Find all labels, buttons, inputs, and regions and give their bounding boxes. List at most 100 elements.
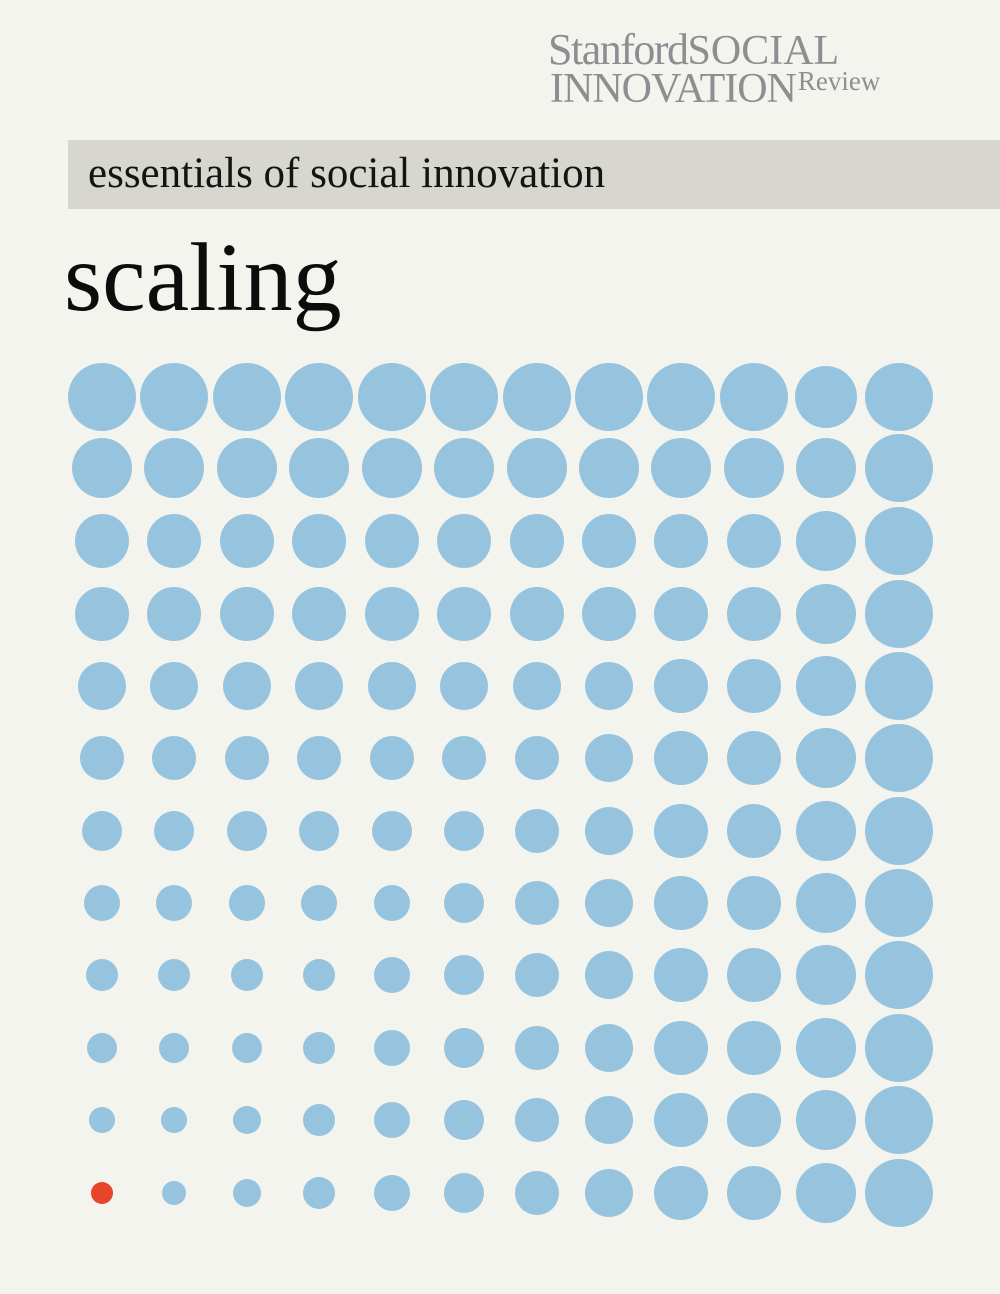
grid-dot [144,438,204,498]
grid-dot [162,1181,186,1205]
grid-dot [303,1177,335,1209]
grid-dot [796,945,856,1005]
grid-dot [585,879,633,927]
grid-dot [227,811,267,851]
grid-dot [654,804,708,858]
grid-dot [89,1107,115,1133]
grid-dot [437,514,491,568]
grid-dot [585,1096,633,1144]
grid-dot [75,587,129,641]
grid-dot [654,587,708,641]
grid-dot [368,662,416,710]
grid-dot [582,587,636,641]
grid-dot [442,736,486,780]
grid-dot [865,434,933,502]
grid-dot [220,587,274,641]
grid-dot [158,959,190,991]
grid-dot [362,438,422,498]
grid-dot [582,514,636,568]
grid-dot [220,514,274,568]
grid-dot [796,584,856,644]
grid-dot [727,1021,781,1075]
grid-dot [444,883,484,923]
grid-dot [82,811,122,851]
grid-dot [231,959,263,991]
logo-social: SOCIAL [687,28,840,74]
series-title: essentials of social innovation [88,150,606,197]
grid-dot [365,587,419,641]
highlight-dot [91,1182,113,1204]
grid-dot [444,1100,484,1140]
grid-dot [150,662,198,710]
grid-dot [654,731,708,785]
grid-dot [430,363,498,431]
grid-dot [374,885,410,921]
grid-dot [440,662,488,710]
grid-dot [154,811,194,851]
grid-dot [147,514,201,568]
grid-dot [223,662,271,710]
grid-dot [865,363,933,431]
grid-dot [727,948,781,1002]
grid-dot [585,662,633,710]
grid-dot [437,587,491,641]
grid-dot [289,438,349,498]
grid-dot [585,807,633,855]
grid-dot [865,724,933,792]
grid-dot [365,514,419,568]
grid-dot [78,662,126,710]
grid-dot [585,1169,633,1217]
publication-logo: StanfordSOCIAL INNOVATIONReview [548,28,948,118]
grid-dot [68,363,136,431]
series-banner: essentials of social innovation [68,140,1000,209]
grid-dot [575,363,643,431]
grid-dot [232,1033,262,1063]
grid-dot [87,1033,117,1063]
grid-dot [654,876,708,930]
grid-dot [161,1107,187,1133]
grid-dot [585,1024,633,1072]
grid-dot [297,736,341,780]
grid-dot [654,1021,708,1075]
grid-dot [147,587,201,641]
grid-dot [292,514,346,568]
grid-dot [515,1171,559,1215]
grid-dot [515,953,559,997]
grid-dot [654,659,708,713]
grid-dot [727,514,781,568]
grid-dot [865,941,933,1009]
grid-dot [865,1014,933,1082]
grid-dot [727,1166,781,1220]
grid-dot [140,363,208,431]
grid-dot [303,1104,335,1136]
grid-dot [515,1098,559,1142]
grid-dot [651,438,711,498]
grid-dot [299,811,339,851]
grid-dot [75,514,129,568]
grid-dot [152,736,196,780]
grid-dot [796,801,856,861]
grid-dot [510,587,564,641]
grid-dot [434,438,494,498]
grid-dot [654,1166,708,1220]
grid-dot [159,1033,189,1063]
grid-dot [513,662,561,710]
grid-dot [292,587,346,641]
grid-dot [444,1028,484,1068]
grid-dot [727,587,781,641]
grid-dot [865,1086,933,1154]
grid-dot [724,438,784,498]
grid-dot [727,804,781,858]
grid-dot [358,363,426,431]
grid-dot [865,580,933,648]
grid-dot [233,1179,261,1207]
grid-dot [86,959,118,991]
grid-dot [515,1026,559,1070]
grid-dot [796,1090,856,1150]
grid-dot [585,951,633,999]
grid-dot [795,366,857,428]
grid-dot [727,659,781,713]
grid-dot [503,363,571,431]
grid-dot [654,514,708,568]
grid-dot [727,731,781,785]
